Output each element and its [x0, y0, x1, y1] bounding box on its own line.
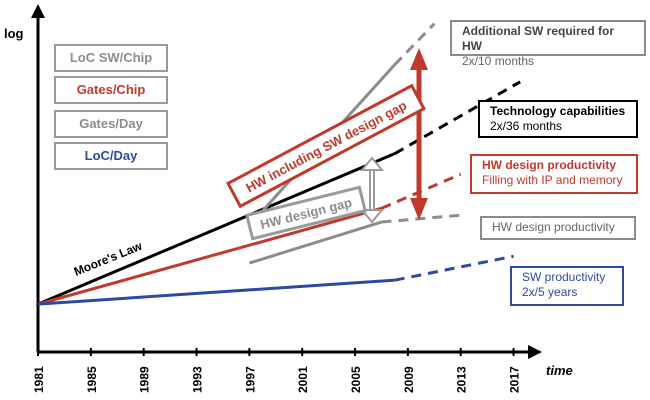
hw-sw-gap-arrow-bottom-icon [410, 198, 428, 220]
series-projection [393, 80, 521, 155]
series-line [37, 206, 382, 306]
legend-loc-day: LoC/Day [54, 142, 168, 170]
legend-label: LoC SW/Chip [69, 50, 153, 65]
y-axis-label: log [4, 26, 24, 41]
callout-title: SW productivity [522, 270, 606, 284]
callout-title: Technology capabilities [490, 104, 626, 118]
x-tick-label: 2009 [402, 366, 416, 393]
legend-gates-chip: Gates/Chip [54, 76, 168, 104]
hw-gap-arrow-top-icon [359, 156, 385, 171]
callout-subtitle: 2x/10 months [462, 54, 535, 68]
series-line [37, 152, 396, 306]
legend-label: Gates/Day [79, 116, 143, 131]
callout-title: HW design productivity [482, 158, 617, 172]
x-tick-label: 1989 [138, 366, 152, 393]
x-tick-label: 1985 [85, 366, 99, 393]
x-tick-label: 1997 [243, 366, 257, 393]
callout-hw-design: HW design productivity [480, 216, 636, 240]
x-axis-arrow-icon [528, 345, 542, 359]
callout-technology: Technology capabilities 2x/36 months [478, 100, 638, 138]
legend-loc-sw-chip: LoC SW/Chip [54, 44, 168, 72]
callout-additional-sw: Additional SW required for HW 2x/10 mont… [450, 20, 646, 68]
moores-law-label: Moore's Law [72, 239, 145, 279]
hw-sw-gap-arrow-top-icon [410, 48, 428, 70]
series-projection [394, 254, 514, 282]
x-tick-label: 1993 [191, 366, 205, 393]
x-axis-label: time [546, 363, 573, 378]
x-tick-label: 2013 [455, 366, 469, 393]
x-tick-label: 2005 [349, 366, 363, 393]
legend-label: Gates/Chip [76, 82, 146, 97]
legend-label: LoC/Day [84, 148, 138, 163]
callout-title: Additional SW required for HW [462, 24, 614, 53]
callout-subtitle: 2x/5 years [522, 285, 578, 299]
legend-gates-day: Gates/Day [54, 110, 168, 138]
hw-sw-gap-box [226, 83, 426, 209]
hw-sw-gap-label: HW including SW design gap [243, 98, 409, 196]
x-tick-label: 2017 [508, 366, 522, 393]
series-projection [393, 22, 436, 66]
series-projection [381, 213, 461, 224]
x-tick-label: 2001 [296, 366, 310, 393]
x-tick-label: 1981 [32, 366, 46, 393]
hw-gap-box [245, 185, 367, 241]
callout-title: HW design productivity [492, 220, 615, 234]
series-line [248, 220, 382, 265]
callout-subtitle: Filling with IP and memory [482, 173, 623, 187]
callout-subtitle: 2x/36 months [490, 119, 563, 133]
y-axis-arrow-icon [31, 4, 45, 18]
callout-hw-design-filling: HW design productivity Filling with IP a… [470, 154, 638, 194]
callout-sw-productivity: SW productivity 2x/5 years [510, 266, 624, 306]
hw-gap-arrow-bottom-icon [359, 209, 385, 224]
series-line [37, 278, 395, 306]
